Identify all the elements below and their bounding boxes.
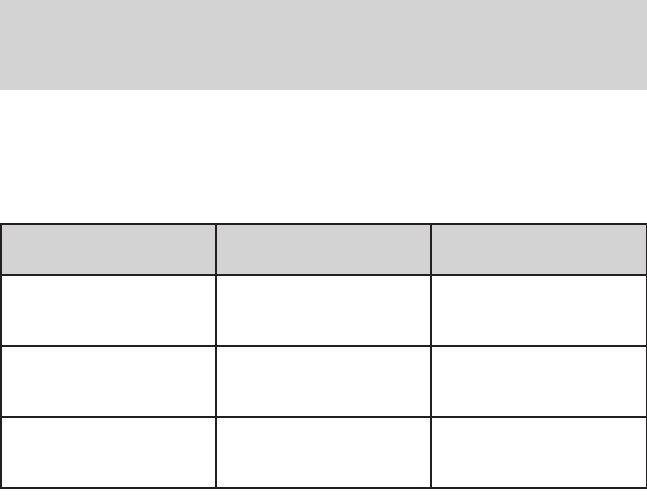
table-header-row <box>0 223 647 276</box>
column-header <box>430 223 647 276</box>
table-cell <box>215 345 432 418</box>
table-cell <box>215 274 432 347</box>
column-header <box>215 223 432 276</box>
table-row <box>0 416 647 489</box>
table-cell <box>215 416 432 489</box>
column-header <box>0 223 217 276</box>
table-cell <box>430 274 647 347</box>
header-band <box>0 0 647 90</box>
table-cell <box>0 274 217 347</box>
table-cell <box>0 416 217 489</box>
table-row <box>0 274 647 347</box>
table-row <box>0 345 647 418</box>
table-cell <box>430 345 647 418</box>
table-cell <box>0 345 217 418</box>
table-cell <box>430 416 647 489</box>
blank-table <box>0 223 647 489</box>
